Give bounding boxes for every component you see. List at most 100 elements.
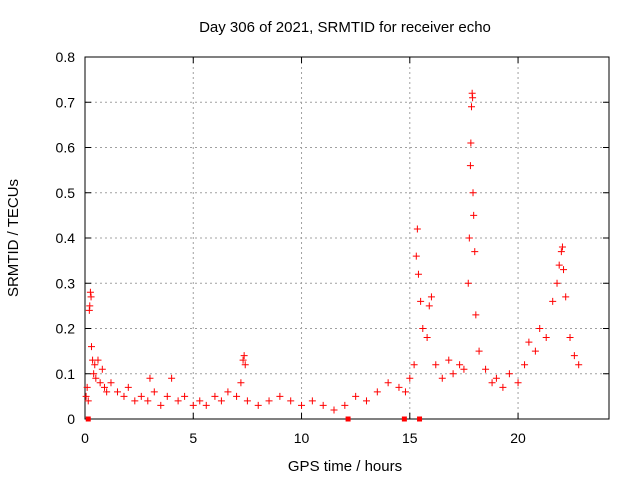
data-point [319, 401, 327, 409]
gap-marker [401, 416, 407, 422]
y-tick-label: 0.6 [56, 140, 76, 156]
data-point [211, 392, 219, 400]
data-point [362, 397, 370, 405]
data-point [373, 388, 381, 396]
data-point [352, 392, 360, 400]
data-point [137, 392, 145, 400]
data-point [514, 379, 522, 387]
y-tick-label: 0.4 [56, 230, 76, 246]
data-point [449, 370, 457, 378]
data-point [414, 270, 422, 278]
data-point [553, 279, 561, 287]
data-point [124, 383, 132, 391]
data-point [94, 356, 102, 364]
data-point [131, 397, 139, 405]
y-tick-label: 0.3 [56, 275, 76, 291]
data-point [438, 374, 446, 382]
data-point [240, 352, 248, 360]
data-point [549, 297, 557, 305]
data-point [150, 388, 158, 396]
data-point [157, 401, 165, 409]
data-point [482, 365, 490, 373]
data-point [298, 401, 306, 409]
data-point [401, 388, 409, 396]
data-point [470, 211, 478, 219]
data-point [566, 334, 574, 342]
data-point [168, 374, 176, 382]
gap-marker [345, 416, 351, 422]
data-point [224, 388, 232, 396]
data-point [464, 279, 472, 287]
data-point [425, 302, 433, 310]
x-tick-label: 15 [402, 430, 418, 446]
data-point [456, 361, 464, 369]
data-point [254, 401, 262, 409]
gap-markers [85, 416, 423, 422]
y-tick-label: 0.5 [56, 185, 76, 201]
data-point [84, 397, 92, 405]
data-point [237, 379, 245, 387]
data-point [445, 356, 453, 364]
data-point [542, 334, 550, 342]
x-tick-label: 20 [510, 430, 526, 446]
data-point [525, 338, 533, 346]
data-point [427, 293, 435, 301]
data-point [472, 311, 480, 319]
y-tick-label: 0.7 [56, 94, 76, 110]
data-point [406, 374, 414, 382]
data-point [98, 365, 106, 373]
chart-title: Day 306 of 2021, SRMTID for receiver ech… [199, 19, 491, 36]
data-point [265, 397, 273, 405]
data-point [521, 361, 529, 369]
data-point [113, 388, 121, 396]
data-point [308, 397, 316, 405]
data-point [469, 94, 477, 102]
data-point [412, 252, 420, 260]
data-point [163, 392, 171, 400]
data-point [330, 406, 338, 414]
data-point [466, 162, 474, 170]
data-point [413, 225, 421, 233]
data-point [287, 397, 295, 405]
data-point [410, 361, 418, 369]
axis-ticks: 0 0.1 0.2 0.3 0.4 0.5 0.6 0.7 0.8 0 5 10 15 20 [56, 49, 609, 446]
gap-marker [85, 416, 91, 422]
data-point [107, 379, 115, 387]
data-point [417, 297, 425, 305]
data-point [86, 302, 94, 310]
x-axis-title: GPS time / hours [288, 458, 402, 475]
data-point [86, 288, 94, 296]
data-point [395, 383, 403, 391]
data-point [90, 370, 98, 378]
data-point [100, 383, 108, 391]
data-point [87, 343, 95, 351]
data-point [505, 370, 513, 378]
grid [85, 57, 609, 419]
data-point [384, 379, 392, 387]
data-point [103, 388, 111, 396]
data-point [557, 248, 565, 256]
data-point [419, 325, 427, 332]
data-point [144, 397, 152, 405]
x-tick-label: 5 [189, 430, 197, 446]
data-point [432, 361, 440, 369]
data-point [469, 189, 477, 197]
data-point [217, 397, 225, 405]
data-point [243, 397, 251, 405]
y-tick-label: 0 [67, 411, 75, 427]
data-point [83, 383, 91, 391]
gap-marker [417, 416, 423, 422]
data-point [499, 383, 507, 391]
x-tick-label: 0 [81, 430, 89, 446]
data-point [174, 397, 182, 405]
data-point [471, 248, 479, 256]
data-point [492, 374, 500, 382]
data-point [531, 347, 539, 355]
data-point [468, 103, 476, 111]
data-point [196, 397, 204, 405]
data-point [465, 234, 473, 242]
data-point [91, 361, 99, 369]
data-point [575, 361, 583, 369]
data-points [82, 89, 583, 414]
